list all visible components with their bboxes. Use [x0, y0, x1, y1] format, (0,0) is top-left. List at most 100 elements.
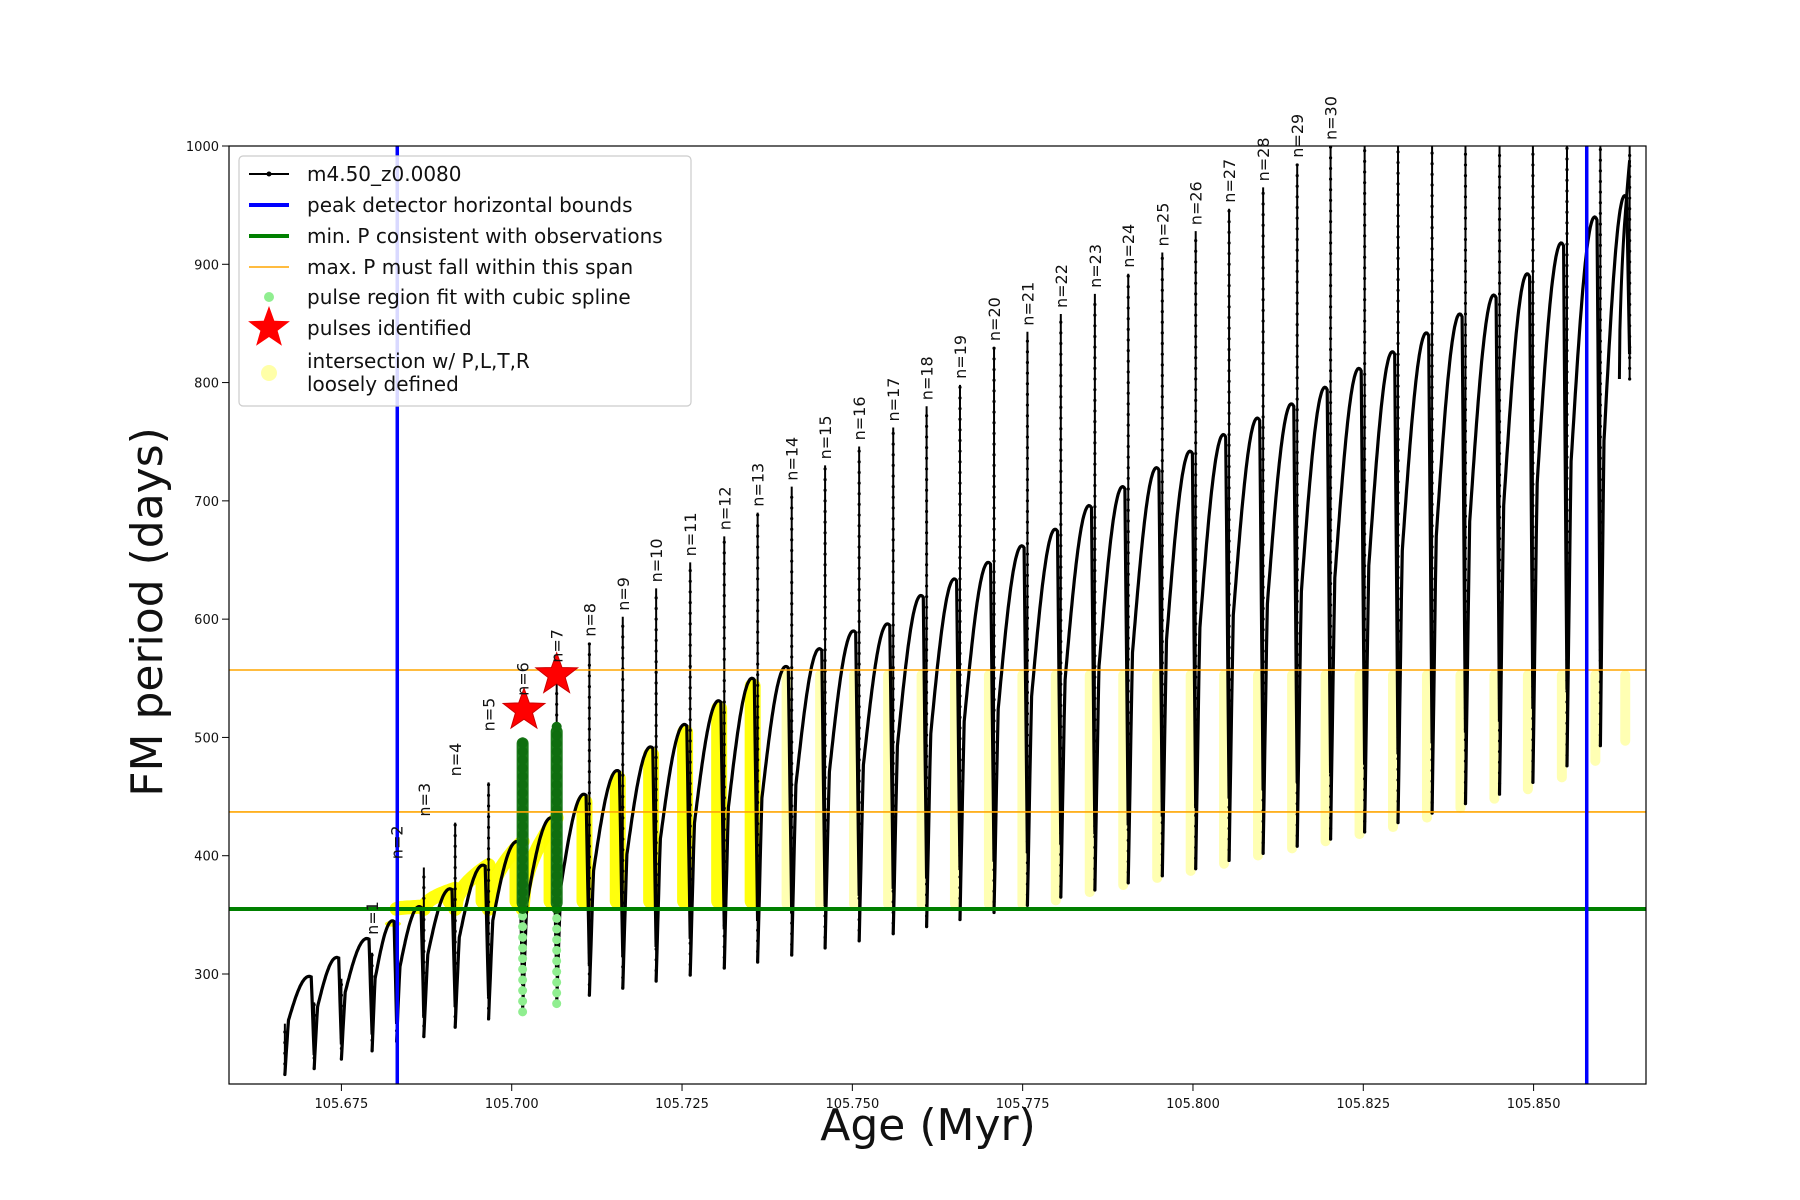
spike-point	[722, 593, 726, 598]
spike-point	[1194, 590, 1198, 594]
spike-point	[1295, 503, 1299, 508]
intersection-band	[1354, 670, 1365, 840]
spike-point	[722, 849, 726, 853]
spike-point	[1463, 493, 1468, 497]
spike-point	[992, 463, 996, 467]
spike-point	[1261, 617, 1265, 621]
spike-point	[1497, 366, 1502, 370]
spike-point	[1025, 690, 1030, 695]
spike-point	[1598, 307, 1602, 311]
spike-point	[756, 556, 760, 560]
spike-point	[1025, 414, 1030, 418]
pulse-label: n=7	[548, 629, 567, 663]
spline-point	[551, 721, 562, 732]
spike-point	[1363, 638, 1367, 643]
spike-point	[688, 856, 692, 860]
spike-point	[654, 873, 658, 877]
spike-point	[958, 524, 962, 528]
spike-point	[1565, 285, 1569, 289]
spike-point	[1430, 641, 1434, 645]
spike-point	[1261, 330, 1265, 334]
spike-point	[1160, 299, 1164, 303]
spike-point	[1160, 714, 1164, 718]
spike-point	[654, 819, 658, 824]
spike-point	[1363, 287, 1367, 291]
spike-point	[823, 541, 827, 546]
spike-point	[1093, 654, 1097, 658]
spike-point	[1328, 273, 1333, 277]
spike-point	[1093, 473, 1097, 477]
spike-point	[722, 636, 726, 640]
spike-point	[1497, 420, 1502, 424]
spike-point	[1025, 648, 1030, 652]
spike-point	[790, 602, 794, 606]
pulse-label: n=23	[1086, 244, 1105, 288]
intersection-band	[1219, 670, 1230, 869]
spike-point	[1025, 424, 1030, 428]
spike-point	[1463, 386, 1468, 391]
spike-point	[857, 737, 861, 741]
spike-point	[1126, 455, 1130, 459]
spike-point	[1565, 412, 1569, 417]
spike-point	[1261, 351, 1265, 355]
spike-point	[992, 570, 996, 574]
spline-point	[552, 956, 562, 966]
spike-point	[1194, 249, 1198, 253]
spike-point	[857, 609, 861, 613]
spike-point	[1531, 333, 1535, 337]
spike-point	[1227, 624, 1231, 628]
spike-point	[1093, 537, 1097, 541]
spike-point	[1295, 461, 1299, 465]
spike-point	[1463, 589, 1468, 593]
spike-point	[1598, 531, 1602, 535]
pulse-arc	[1160, 449, 1198, 876]
spike-point	[790, 612, 794, 617]
spike-point	[1194, 622, 1198, 626]
spike-point	[1261, 500, 1265, 504]
spike-point	[925, 690, 929, 695]
spike-point	[1363, 170, 1367, 174]
spike-point	[1396, 299, 1400, 303]
spike-point	[1565, 455, 1569, 459]
spike-point	[1328, 571, 1333, 575]
spike-point	[1396, 331, 1400, 335]
spike-point	[722, 679, 726, 683]
spike-point	[283, 1030, 287, 1034]
spike-point	[823, 488, 827, 492]
spike-point	[925, 797, 929, 801]
spike-point	[1261, 436, 1265, 440]
spike-point	[1059, 725, 1063, 729]
spike-point	[1025, 477, 1030, 482]
spike-point	[1565, 487, 1569, 491]
spike-point	[1093, 420, 1097, 424]
pulse-label: n=18	[918, 356, 937, 400]
pulse-arc	[925, 577, 962, 927]
spike-point	[688, 632, 692, 637]
spike-point	[992, 580, 996, 585]
spike-point	[654, 638, 658, 643]
spike-point	[587, 802, 591, 806]
spike-point	[1295, 684, 1299, 689]
spike-point	[1565, 253, 1569, 257]
spike-point	[1160, 693, 1164, 697]
spike-point	[925, 744, 929, 748]
spike-point	[688, 696, 692, 700]
spike-point	[823, 616, 827, 620]
spike-point	[1059, 384, 1063, 388]
spike-point	[486, 857, 491, 861]
spike-point	[958, 587, 962, 592]
spike-point	[422, 928, 426, 932]
spike-point	[1598, 243, 1602, 247]
spike-point	[688, 728, 692, 732]
spike-point	[857, 768, 861, 773]
spike-point	[756, 779, 760, 783]
spike-point	[823, 744, 827, 748]
spike-point	[1295, 482, 1299, 486]
spike-point	[1497, 398, 1502, 402]
y-tick-label: 700	[194, 495, 219, 510]
spike-point	[1093, 622, 1097, 626]
spike-point	[654, 681, 658, 685]
spike-point	[587, 674, 591, 678]
spike-point	[1025, 552, 1030, 556]
spike-point	[823, 499, 827, 503]
